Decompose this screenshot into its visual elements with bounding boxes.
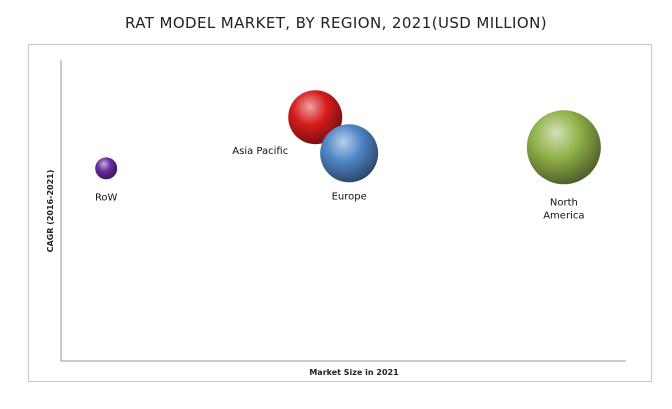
bubble-label-asia-pacific: Asia Pacific — [232, 146, 288, 157]
bubble-label-north-america: North America — [543, 197, 584, 221]
chart-title: RAT MODEL MARKET, BY REGION, 2021(USD MI… — [125, 14, 547, 32]
bubble-row — [95, 157, 118, 180]
bubble-labels-group: RoW Asia Pacific Europe North America — [95, 146, 585, 221]
bubble-north-america — [526, 110, 601, 185]
bubbles-group — [95, 90, 601, 185]
y-axis-label: CAGR (2016-2021) — [46, 170, 55, 253]
chart-frame — [28, 44, 652, 382]
bubble-label-europe: Europe — [332, 191, 367, 202]
bubble-label-row: RoW — [95, 192, 118, 203]
bubble-europe — [320, 124, 379, 183]
bubble-asia-pacific — [288, 90, 343, 145]
x-axis-label: Market Size in 2021 — [309, 368, 399, 377]
